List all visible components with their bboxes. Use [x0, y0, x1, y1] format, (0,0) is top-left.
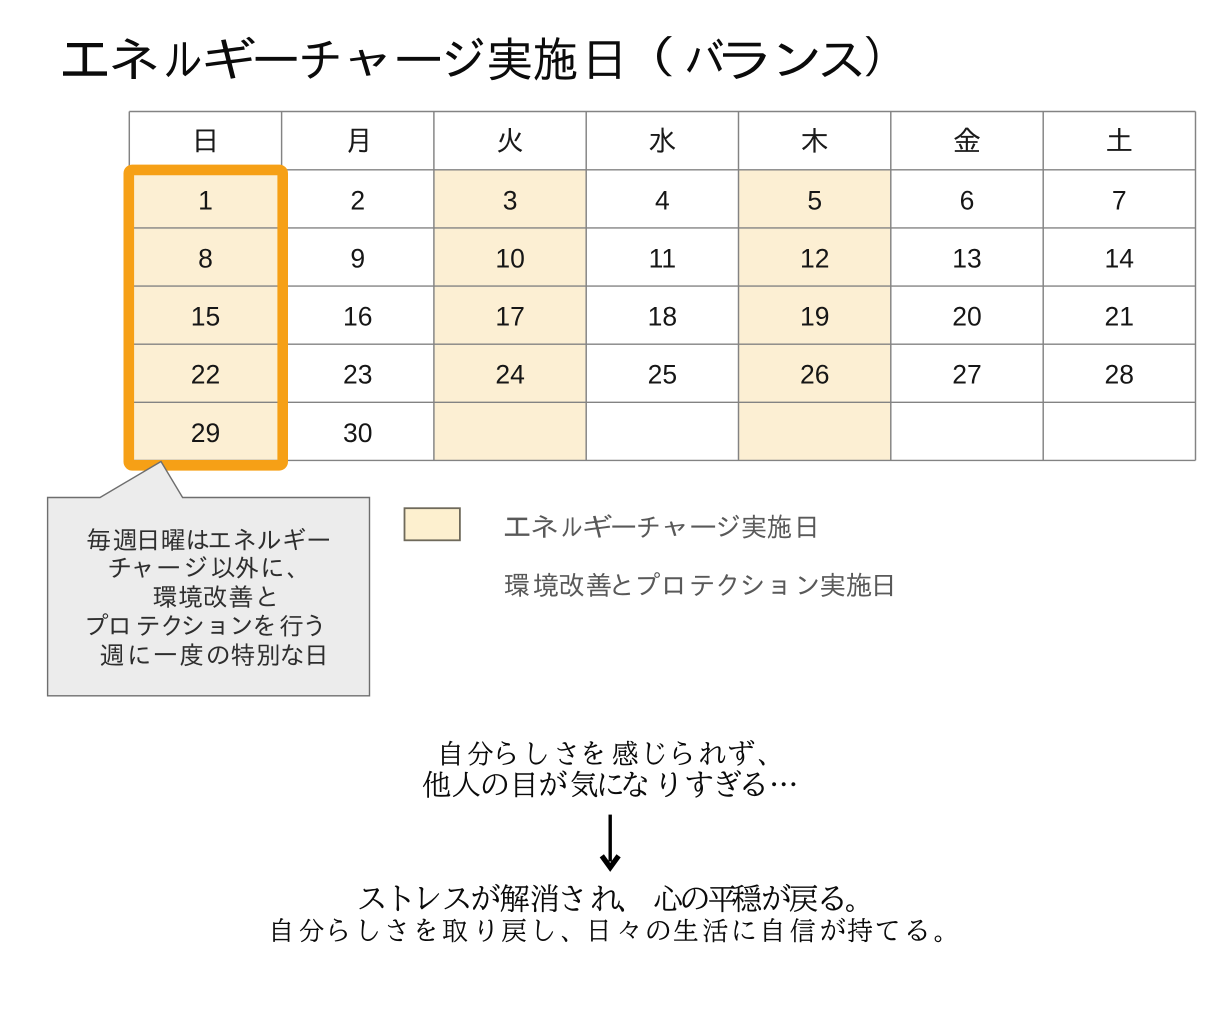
svg-text:9: 9 — [350, 243, 365, 273]
svg-text:6: 6 — [960, 185, 975, 215]
svg-text:16: 16 — [343, 302, 372, 332]
svg-text:17: 17 — [495, 302, 524, 332]
svg-text:23: 23 — [343, 360, 372, 390]
svg-text:13: 13 — [952, 243, 981, 273]
svg-text:7: 7 — [1112, 185, 1127, 215]
svg-text:3: 3 — [503, 185, 518, 215]
svg-text:14: 14 — [1105, 243, 1134, 273]
svg-text:2: 2 — [350, 185, 365, 215]
svg-text:30: 30 — [343, 418, 372, 448]
svg-text:22: 22 — [191, 360, 220, 390]
svg-text:27: 27 — [952, 360, 981, 390]
svg-text:26: 26 — [800, 360, 829, 390]
svg-text:24: 24 — [495, 360, 524, 390]
svg-text:19: 19 — [800, 302, 829, 332]
svg-text:4: 4 — [655, 185, 670, 215]
svg-text:11: 11 — [649, 243, 677, 273]
svg-text:18: 18 — [648, 302, 677, 332]
svg-text:21: 21 — [1105, 302, 1134, 332]
svg-text:20: 20 — [952, 302, 981, 332]
svg-text:8: 8 — [198, 243, 213, 273]
svg-text:15: 15 — [191, 302, 220, 332]
svg-text:29: 29 — [191, 418, 220, 448]
svg-text:25: 25 — [648, 360, 677, 390]
svg-text:1: 1 — [198, 185, 213, 215]
svg-text:12: 12 — [800, 243, 829, 273]
svg-text:10: 10 — [495, 243, 524, 273]
svg-text:5: 5 — [807, 185, 822, 215]
svg-text:28: 28 — [1105, 360, 1134, 390]
